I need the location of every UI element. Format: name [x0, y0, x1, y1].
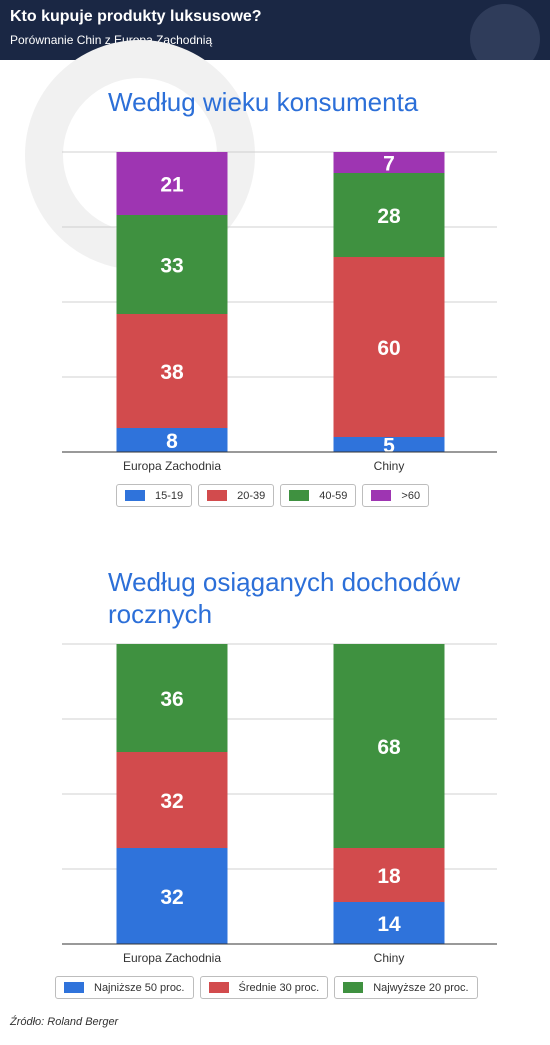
legend-label: >60 — [401, 489, 421, 502]
legend-label: Średnie 30 proc. — [238, 981, 320, 994]
bar-segment — [333, 257, 445, 437]
legend-item: 15-19 — [116, 484, 193, 507]
bar-segment — [116, 428, 228, 452]
category-label: Europa Zachodnia — [123, 951, 221, 965]
bar-segment — [333, 152, 445, 173]
page-title: Kto kupuje produkty luksusowe? — [10, 8, 262, 25]
bar-segment — [116, 314, 228, 428]
data-label: 8 — [166, 430, 178, 453]
bar-segment — [333, 848, 445, 902]
bar-segment — [333, 902, 445, 944]
legend-label: 15-19 — [155, 489, 184, 502]
legend-swatch — [371, 490, 392, 501]
category-label: Chiny — [374, 459, 405, 473]
legend-age: 15-19 20-39 40-59 >60 — [116, 484, 430, 507]
source-note: Źródło: Roland Berger — [10, 1016, 119, 1028]
category-label: Europa Zachodnia — [123, 459, 221, 473]
legend-label: 20-39 — [237, 489, 266, 502]
data-label: 32 — [160, 886, 183, 909]
category-label: Chiny — [374, 951, 405, 965]
data-label: 38 — [160, 361, 184, 384]
bar-segment — [116, 848, 228, 944]
legend-item: 40-59 — [280, 484, 357, 507]
data-label: 32 — [160, 790, 183, 813]
bar-segment — [333, 437, 445, 452]
bar-segment — [116, 215, 228, 314]
data-label: 68 — [377, 736, 401, 759]
bar-segment — [116, 152, 228, 215]
legend-item: >60 — [362, 484, 430, 507]
bar-segment — [116, 752, 228, 848]
legend-item: 20-39 — [198, 484, 275, 507]
legend-label: Najniższe 50 proc. — [94, 981, 185, 994]
legend-swatch — [208, 982, 229, 993]
chart-title-age: Według wieku konsumenta — [108, 87, 419, 117]
chart-age: 8 38 33 21 Europa Zachodnia 5 60 28 7 Chiny — [62, 151, 497, 473]
legend-swatch — [125, 490, 145, 501]
legend-item: Najwyższe 20 proc. — [334, 976, 478, 999]
legend-label: 40-59 — [319, 489, 348, 502]
legend-swatch — [64, 982, 84, 993]
legend-swatch — [289, 490, 310, 501]
data-label: 28 — [377, 205, 401, 228]
bar-segment — [333, 644, 445, 848]
data-label: 36 — [160, 688, 183, 711]
legend-income: Najniższe 50 proc. Średnie 30 proc. Najwyż… — [55, 976, 478, 999]
header: Kto kupuje produkty luksusowe? Porównani… — [0, 0, 550, 60]
data-label: 60 — [377, 337, 400, 360]
data-label: 21 — [160, 174, 184, 197]
legend-swatch — [207, 490, 228, 501]
data-label: 33 — [160, 255, 183, 278]
logo-icon — [470, 4, 540, 60]
chart-title-income: Według osiąganych dochodów rocznych — [108, 567, 461, 629]
legend-item: Najniższe 50 proc. — [55, 976, 194, 999]
bar-segment — [116, 644, 228, 752]
data-label: 14 — [377, 913, 401, 936]
chart-income: 32 32 36 Europa Zachodnia 14 18 68 Chiny — [62, 643, 497, 965]
data-label: 7 — [383, 153, 395, 176]
legend-item: Średnie 30 proc. — [199, 976, 329, 999]
data-label: 18 — [377, 865, 401, 888]
data-label: 5 — [383, 435, 395, 458]
legend-label: Najwyższe 20 proc. — [373, 981, 469, 994]
bar-segment — [333, 173, 445, 257]
legend-swatch — [343, 982, 364, 993]
